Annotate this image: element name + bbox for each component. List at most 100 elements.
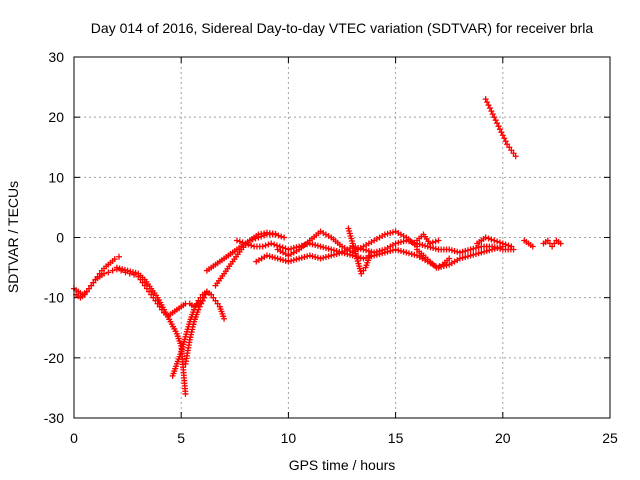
- data-point: [113, 264, 120, 271]
- data-point: [389, 247, 396, 254]
- data-point: [328, 246, 335, 253]
- data-point: [488, 236, 495, 243]
- data-point: [475, 250, 482, 257]
- y-tick-label: 20: [48, 109, 64, 125]
- data-point: [406, 250, 412, 257]
- data-point: [395, 247, 402, 254]
- data-point: [408, 251, 415, 258]
- data-point: [248, 242, 255, 249]
- data-point: [484, 99, 491, 106]
- data-point: [320, 244, 327, 251]
- data-point: [333, 251, 340, 258]
- data-point: [494, 120, 501, 127]
- data-point: [81, 291, 88, 298]
- data-point: [312, 242, 319, 249]
- x-tick-label: 5: [177, 430, 185, 446]
- data-point: [495, 123, 502, 130]
- data-point: [481, 248, 488, 255]
- data-point: [400, 238, 407, 245]
- series-track-3: [113, 264, 189, 397]
- data-point: [392, 246, 399, 253]
- data-point: [411, 251, 418, 258]
- data-point: [467, 246, 474, 253]
- data-point: [508, 147, 515, 154]
- data-point: [280, 257, 287, 264]
- series-track-2: [73, 253, 123, 301]
- data-point: [116, 265, 123, 272]
- data-point: [182, 390, 189, 397]
- data-point: [111, 256, 118, 263]
- data-point: [336, 250, 343, 257]
- data-point: [486, 105, 493, 112]
- series-track-5: [182, 288, 210, 367]
- data-point: [132, 269, 139, 276]
- data-point: [325, 245, 332, 252]
- data-point: [365, 248, 372, 255]
- data-point: [314, 254, 321, 261]
- series-track-12: [414, 246, 453, 271]
- data-point: [272, 254, 278, 261]
- data-point: [293, 256, 300, 263]
- data-point: [446, 255, 453, 262]
- series-track-11: [345, 225, 373, 277]
- series-track-10: [274, 228, 421, 259]
- data-point: [491, 114, 498, 121]
- data-point: [146, 288, 153, 295]
- data-point: [90, 279, 97, 286]
- series-track-14: [474, 234, 515, 250]
- data-point: [381, 231, 388, 238]
- data-point: [96, 270, 103, 277]
- y-tick-label: 30: [48, 49, 64, 65]
- data-point: [387, 248, 394, 255]
- data-point: [384, 248, 391, 255]
- data-point: [499, 132, 506, 139]
- data-point: [139, 279, 146, 286]
- data-point: [498, 129, 505, 136]
- data-point: [214, 300, 221, 307]
- data-point: [422, 242, 429, 249]
- data-point: [432, 245, 439, 252]
- data-point: [109, 267, 116, 274]
- data-point: [210, 294, 217, 301]
- data-point: [282, 245, 289, 252]
- y-tick-label: 0: [56, 230, 64, 246]
- data-point: [94, 273, 101, 280]
- data-point: [309, 241, 316, 248]
- data-point: [277, 256, 284, 263]
- data-point: [376, 251, 383, 258]
- data-points: [71, 96, 564, 397]
- data-point: [124, 267, 131, 274]
- data-point: [271, 241, 278, 248]
- y-tick-label: -10: [44, 290, 64, 306]
- data-point: [212, 297, 219, 304]
- data-point: [290, 257, 297, 264]
- data-point: [339, 249, 345, 256]
- data-point: [491, 237, 498, 244]
- data-point: [265, 241, 272, 248]
- data-point: [129, 269, 136, 276]
- data-point: [392, 240, 399, 247]
- data-point: [462, 254, 469, 261]
- data-point: [282, 257, 289, 264]
- data-point: [195, 306, 202, 313]
- data-point: [491, 245, 498, 252]
- data-point: [510, 246, 517, 253]
- data-point: [501, 135, 508, 142]
- data-point: [397, 239, 404, 246]
- data-point: [373, 251, 380, 258]
- data-point: [446, 246, 453, 253]
- data-point: [424, 243, 431, 250]
- data-point: [510, 150, 517, 157]
- data-point: [464, 247, 471, 254]
- series-track-15: [482, 96, 519, 160]
- data-point: [551, 240, 558, 247]
- data-point: [233, 237, 240, 244]
- grid-lines: [74, 57, 610, 418]
- data-point: [116, 253, 123, 260]
- data-point: [475, 244, 482, 251]
- y-axis-label: SDTVAR / TECUs: [5, 181, 21, 293]
- data-point: [239, 239, 246, 246]
- data-point: [325, 253, 332, 260]
- data-point: [296, 255, 303, 262]
- data-point: [199, 297, 206, 304]
